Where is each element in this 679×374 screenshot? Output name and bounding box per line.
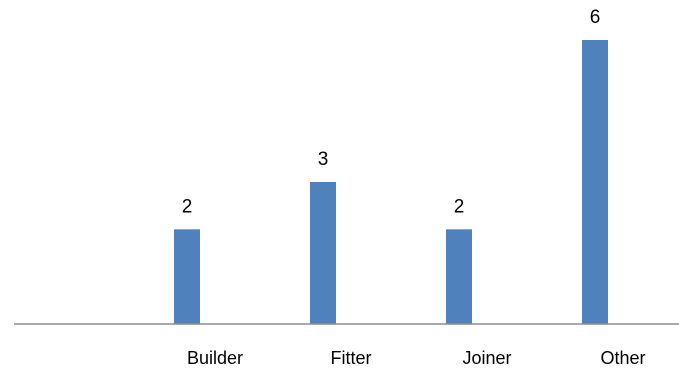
bars-layer [174, 40, 608, 324]
bar-builder [174, 229, 200, 324]
bar-other [582, 40, 608, 324]
x-tick-label-joiner: Joiner [462, 348, 511, 368]
x-tick-label-fitter: Fitter [330, 348, 371, 368]
data-labels-layer: 2 3 2 6 [182, 7, 601, 217]
data-label-fitter: 3 [318, 149, 329, 170]
data-label-builder: 2 [182, 196, 193, 217]
x-tick-label-builder: Builder [187, 348, 243, 368]
bar-fitter [310, 182, 336, 324]
data-label-other: 6 [590, 7, 601, 28]
bar-joiner [446, 229, 472, 324]
data-label-joiner: 2 [454, 196, 465, 217]
x-tick-labels-layer: Builder Fitter Joiner Other [187, 348, 646, 368]
x-tick-label-other: Other [600, 348, 645, 368]
